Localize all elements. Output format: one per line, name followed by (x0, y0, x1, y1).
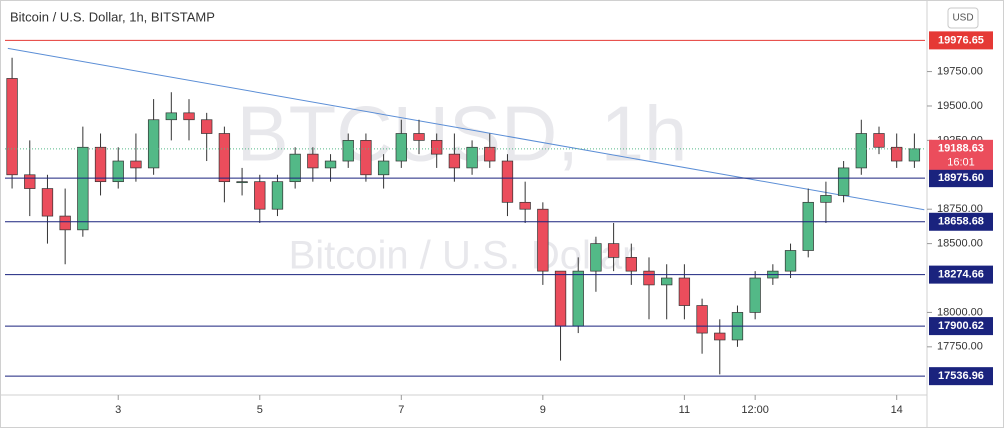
candle-body (466, 146, 478, 169)
y-tick-label: 18500.00 (937, 238, 983, 250)
candle-body (714, 332, 726, 341)
candle-body (218, 133, 231, 183)
candle-body (891, 146, 903, 162)
candle-body (254, 181, 266, 210)
candle-body (324, 160, 337, 169)
candle-body (431, 140, 443, 155)
candle-body (271, 181, 284, 210)
candle-body (519, 201, 531, 210)
level-label: 18274.66 (938, 269, 984, 281)
candle-body (183, 112, 195, 121)
level-label-box (929, 31, 993, 50)
trendline (7, 47, 925, 211)
x-tick-label: 7 (398, 404, 404, 416)
candle-body (94, 146, 107, 183)
y-tick-label: 18000.00 (937, 306, 983, 318)
x-tick-label: 11 (679, 404, 690, 416)
candle-body (24, 174, 36, 189)
candle-body (554, 270, 567, 327)
last-price-box (929, 139, 993, 170)
level-label-box (929, 265, 993, 284)
candle-body (873, 133, 885, 148)
candle-body (59, 215, 71, 231)
candle-body (643, 270, 655, 286)
last-price-label: 19188.63 (938, 143, 984, 155)
candle-body (696, 305, 708, 334)
candle-body (908, 148, 921, 162)
candle-body (201, 119, 213, 134)
level-label-box (929, 317, 993, 336)
level-label: 19976.65 (938, 34, 984, 46)
chart-title: Bitcoin / U.S. Dollar, 1h, BITSTAMP (10, 9, 215, 24)
level-label: 17536.96 (938, 370, 984, 382)
y-tick-label: 18750.00 (937, 203, 983, 215)
x-tick-label: 14 (891, 404, 903, 416)
candle-body (749, 277, 761, 313)
currency-button[interactable] (947, 7, 979, 29)
candle-body (307, 153, 319, 169)
candle-body (537, 208, 549, 272)
candle-body (165, 112, 177, 121)
candle-body (360, 140, 372, 176)
candle-body (625, 257, 637, 272)
level-label-box (929, 367, 993, 386)
level-label-box (929, 212, 993, 231)
candle-body (413, 133, 425, 141)
y-tick-label: 19750.00 (937, 65, 983, 77)
y-tick-label: 19500.00 (937, 100, 983, 112)
candle-body (802, 201, 814, 251)
candle-body (41, 188, 54, 217)
x-tick-label: 5 (257, 404, 263, 416)
candle-body (855, 133, 867, 169)
countdown: 16:01 (947, 157, 975, 169)
candle-body (112, 160, 124, 183)
watermark-sub: Bitcoin / U.S. Dollar (289, 234, 636, 278)
x-tick-label: 9 (540, 404, 546, 416)
level-label: 17900.62 (938, 320, 984, 332)
y-tick-label: 17750.00 (937, 341, 983, 353)
candle-body (484, 146, 496, 162)
candle-body (147, 119, 160, 169)
candle-body (342, 140, 354, 162)
candle-body (820, 195, 832, 203)
candle-body (501, 160, 514, 203)
candle-body (607, 243, 620, 258)
candle-body (678, 277, 691, 306)
x-tick-label: 12:00 (741, 404, 769, 416)
candle-body (572, 270, 584, 327)
candle-body (77, 146, 89, 231)
currency: USD (952, 13, 973, 24)
x-tick-label: 3 (115, 404, 121, 416)
candle-body (289, 153, 301, 183)
candle-body (448, 153, 461, 169)
level-label: 18975.60 (938, 172, 984, 184)
candle-body (377, 160, 390, 176)
candle-body (590, 243, 602, 272)
level-label-box (929, 169, 993, 188)
watermark: BTCUSD, 1h (237, 90, 688, 178)
candle-body (395, 133, 407, 162)
level-label: 18658.68 (938, 216, 984, 228)
candle-body (661, 277, 673, 286)
candle-body (236, 181, 248, 184)
candle-body (784, 250, 797, 272)
candle-body (130, 160, 142, 169)
candle-body (6, 78, 18, 176)
candle-body (837, 167, 850, 196)
